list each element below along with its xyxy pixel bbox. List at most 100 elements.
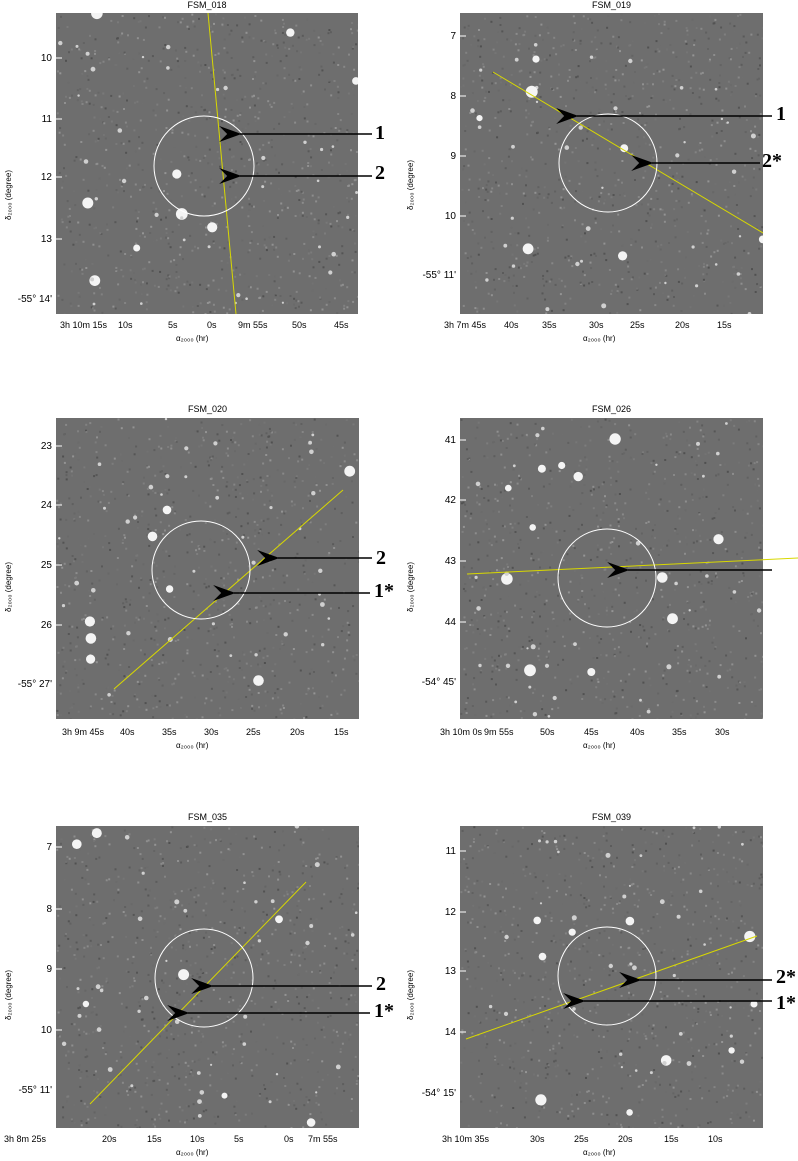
- noise-speck: [211, 879, 214, 882]
- noise-speck: [732, 506, 735, 508]
- noise-speck: [503, 1041, 506, 1044]
- noise-speck: [297, 36, 300, 39]
- noise-speck: [603, 904, 606, 907]
- star: [530, 644, 536, 650]
- noise-speck: [191, 1060, 194, 1063]
- noise-speck: [327, 79, 330, 82]
- noise-speck: [557, 594, 559, 597]
- noise-speck: [284, 46, 287, 49]
- noise-speck: [129, 1035, 131, 1038]
- noise-speck: [586, 130, 589, 133]
- noise-speck: [319, 964, 322, 967]
- noise-speck: [485, 90, 488, 93]
- noise-speck: [100, 106, 103, 109]
- star: [532, 712, 538, 717]
- noise-speck: [345, 169, 348, 172]
- noise-speck: [526, 15, 529, 18]
- noise-speck: [346, 621, 349, 624]
- noise-speck: [101, 707, 104, 710]
- noise-speck: [293, 932, 296, 935]
- noise-speck: [157, 492, 160, 495]
- star: [305, 940, 310, 946]
- noise-speck: [219, 714, 222, 717]
- noise-speck: [73, 1104, 76, 1107]
- noise-speck: [310, 515, 313, 518]
- noise-speck: [579, 283, 582, 285]
- star: [309, 449, 314, 455]
- noise-speck: [537, 537, 540, 539]
- noise-speck: [248, 688, 251, 691]
- noise-speck: [702, 684, 705, 687]
- noise-speck: [575, 89, 578, 92]
- x-tick: 20s: [290, 727, 305, 737]
- noise-speck: [119, 1051, 122, 1053]
- noise-speck: [335, 964, 338, 967]
- noise-speck: [152, 561, 155, 564]
- noise-speck: [311, 282, 314, 285]
- noise-speck: [571, 49, 574, 52]
- star: [675, 153, 680, 158]
- noise-speck: [75, 262, 77, 265]
- noise-speck: [158, 26, 161, 29]
- noise-speck: [533, 610, 536, 613]
- noise-speck: [604, 495, 606, 498]
- noise-speck: [486, 554, 489, 557]
- noise-speck: [602, 511, 605, 514]
- noise-speck: [758, 168, 761, 171]
- noise-speck: [473, 70, 476, 72]
- noise-speck: [86, 868, 89, 871]
- noise-speck: [346, 952, 349, 955]
- noise-speck: [186, 652, 189, 655]
- noise-speck: [164, 875, 166, 878]
- noise-speck: [122, 911, 125, 913]
- noise-speck: [526, 100, 529, 103]
- noise-speck: [290, 444, 292, 447]
- noise-speck: [486, 456, 489, 459]
- noise-speck: [689, 87, 692, 90]
- noise-speck: [334, 937, 337, 940]
- noise-speck: [180, 861, 183, 864]
- noise-speck: [107, 254, 110, 257]
- noise-speck: [159, 158, 162, 161]
- noise-speck: [164, 473, 167, 475]
- noise-speck: [65, 474, 68, 477]
- y-tick: 43: [444, 556, 456, 567]
- noise-speck: [474, 112, 477, 115]
- noise-speck: [598, 112, 601, 115]
- noise-speck: [652, 156, 655, 159]
- noise-speck: [79, 831, 82, 834]
- noise-speck: [315, 1101, 318, 1104]
- noise-speck: [292, 79, 295, 82]
- noise-speck: [476, 628, 479, 630]
- noise-speck: [134, 209, 137, 212]
- noise-speck: [164, 129, 167, 131]
- noise-speck: [286, 302, 289, 305]
- noise-speck: [474, 307, 477, 310]
- noise-speck: [597, 525, 599, 528]
- noise-speck: [595, 77, 598, 80]
- noise-speck: [107, 1081, 109, 1083]
- noise-speck: [138, 869, 141, 872]
- noise-speck: [545, 280, 548, 283]
- noise-speck: [142, 268, 144, 271]
- noise-speck: [71, 1119, 74, 1122]
- noise-speck: [241, 143, 243, 146]
- noise-speck: [563, 619, 565, 622]
- star: [731, 169, 737, 174]
- noise-speck: [127, 494, 130, 497]
- noise-speck: [762, 717, 763, 719]
- noise-speck: [583, 473, 586, 476]
- noise-speck: [579, 42, 582, 45]
- noise-speck: [662, 618, 665, 621]
- star: [696, 441, 700, 446]
- noise-speck: [258, 111, 261, 114]
- noise-speck: [343, 441, 346, 444]
- noise-speck: [685, 42, 688, 45]
- noise-speck: [229, 842, 232, 845]
- noise-speck: [263, 985, 266, 988]
- star: [705, 574, 709, 578]
- noise-speck: [716, 121, 719, 124]
- noise-speck: [672, 175, 675, 178]
- noise-speck: [118, 52, 121, 55]
- star: [716, 451, 720, 456]
